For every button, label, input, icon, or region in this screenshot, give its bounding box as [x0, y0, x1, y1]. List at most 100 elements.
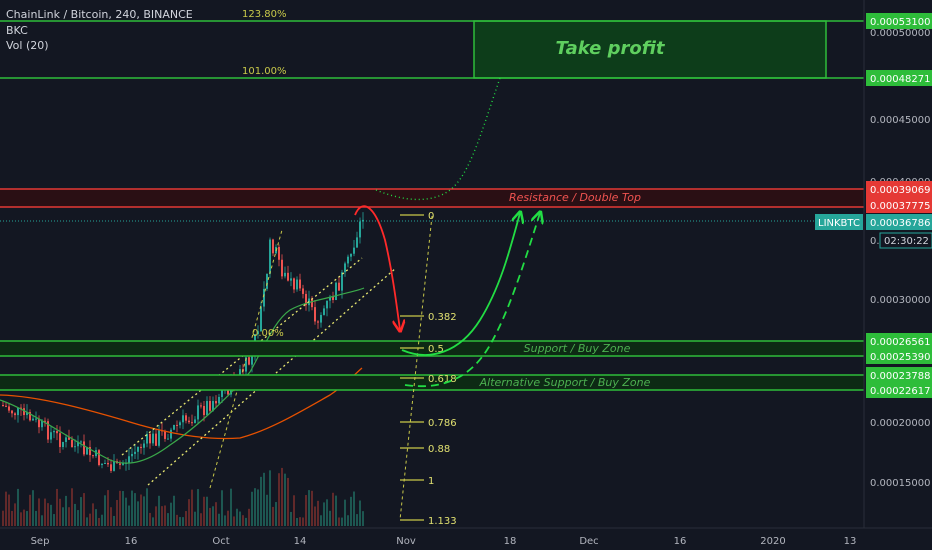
fib-level-label: 0.382	[428, 312, 457, 323]
volume-bar	[59, 498, 61, 526]
candle-body	[29, 412, 31, 421]
volume-bar	[191, 489, 193, 526]
volume-bar	[251, 491, 253, 526]
candle-body	[83, 441, 85, 455]
support-zone[interactable]	[0, 341, 864, 356]
countdown-timer: 02:30:22	[884, 236, 929, 247]
candle-body	[38, 418, 40, 428]
price-tick: 0.00045000	[870, 115, 930, 126]
countdown-bg	[879, 232, 932, 249]
symbol-tag: LINKBTC	[818, 218, 860, 229]
volume-bars	[2, 467, 364, 526]
volume-bar	[335, 495, 337, 526]
candle-body	[191, 422, 193, 424]
volume-bar	[269, 470, 271, 526]
resistance-price-tag: 0.00037775	[870, 201, 930, 212]
candle-body	[68, 437, 70, 440]
volume-bar	[215, 502, 217, 526]
volume-bar	[143, 496, 145, 526]
volume-bar	[11, 510, 13, 526]
fib-retracement[interactable]: 0 0.382 0.5 0.618 0.786 0.88 1 1.133	[400, 211, 457, 527]
alt-support-zone[interactable]	[0, 375, 864, 390]
candle-body	[122, 463, 124, 465]
volume-bar	[197, 489, 199, 526]
volume-bar	[212, 506, 214, 526]
indicator-label[interactable]: BKC	[6, 24, 28, 37]
candle-body	[56, 431, 58, 434]
price-level-tag: 0.00022617	[870, 386, 930, 397]
price-level-tag-bg	[866, 333, 932, 349]
fib-dashed-line	[399, 215, 433, 521]
support-label: Support / Buy Zone	[524, 342, 631, 355]
candle-body	[251, 353, 253, 365]
volume-bar	[266, 494, 268, 526]
volume-bar	[38, 498, 40, 526]
candle-body	[341, 272, 343, 291]
volume-bar	[167, 513, 169, 526]
volume-bar	[65, 495, 67, 526]
symbol-tag-bg	[815, 214, 863, 230]
volume-bar	[284, 473, 286, 526]
volume-bar	[311, 490, 313, 526]
time-tick: 14	[294, 536, 307, 547]
volume-bar	[308, 490, 310, 526]
volume-bar	[350, 496, 352, 526]
price-tick: 0.	[870, 236, 880, 247]
candle-body	[326, 300, 328, 309]
candle-body	[323, 308, 325, 315]
candle-body	[155, 433, 157, 446]
volume-bar	[242, 515, 244, 526]
candle-body	[272, 239, 274, 254]
candle-body	[170, 429, 172, 439]
volume-bar	[224, 515, 226, 526]
candle-body	[182, 415, 184, 423]
candle-body	[35, 418, 37, 420]
volume-bar	[179, 517, 181, 526]
resistance-zone[interactable]	[0, 189, 864, 207]
candle-body	[107, 463, 109, 465]
time-axis[interactable]	[0, 528, 932, 550]
candle-body	[278, 246, 280, 260]
volume-bar	[14, 503, 16, 526]
candle-body	[44, 420, 46, 422]
volume-bar	[314, 506, 316, 526]
resistance-price-tag-bg	[866, 197, 932, 213]
volume-bar	[326, 499, 328, 526]
volume-bar	[62, 507, 64, 526]
candle-body	[23, 408, 25, 416]
volume-bar	[263, 472, 265, 526]
candle-body	[359, 221, 361, 238]
volume-bar	[80, 497, 82, 526]
volume-bar	[131, 490, 133, 526]
candle-body	[206, 400, 208, 416]
price-axis[interactable]	[864, 0, 932, 528]
price-level-tag-bg	[866, 13, 932, 29]
volume-bar	[230, 488, 232, 526]
volume-bar	[296, 517, 298, 526]
volume-bar	[83, 493, 85, 526]
time-tick: 16	[125, 536, 138, 547]
price-level-tag-bg	[866, 382, 932, 398]
candle-body	[287, 272, 289, 281]
candle-body	[353, 247, 355, 254]
candle-body	[179, 422, 181, 426]
volume-bar	[329, 510, 331, 526]
volume-bar	[17, 488, 19, 526]
volume-bar	[47, 503, 49, 526]
volume-bar	[332, 492, 334, 526]
price-tick: 0.00050000	[870, 28, 930, 39]
candle-body	[143, 443, 145, 448]
volume-bar	[275, 502, 277, 526]
candle-body	[311, 298, 313, 308]
candle-body	[269, 239, 271, 274]
ma-orange-line	[0, 367, 363, 440]
volume-bar	[203, 496, 205, 526]
candle-body	[212, 401, 214, 411]
price-tick: 0.00015000	[870, 478, 930, 489]
volume-bar	[182, 517, 184, 526]
take-profit-box[interactable]	[473, 20, 827, 79]
time-tick: Dec	[579, 536, 598, 547]
volume-label[interactable]: Vol (20)	[6, 39, 49, 52]
volume-bar	[149, 512, 151, 526]
